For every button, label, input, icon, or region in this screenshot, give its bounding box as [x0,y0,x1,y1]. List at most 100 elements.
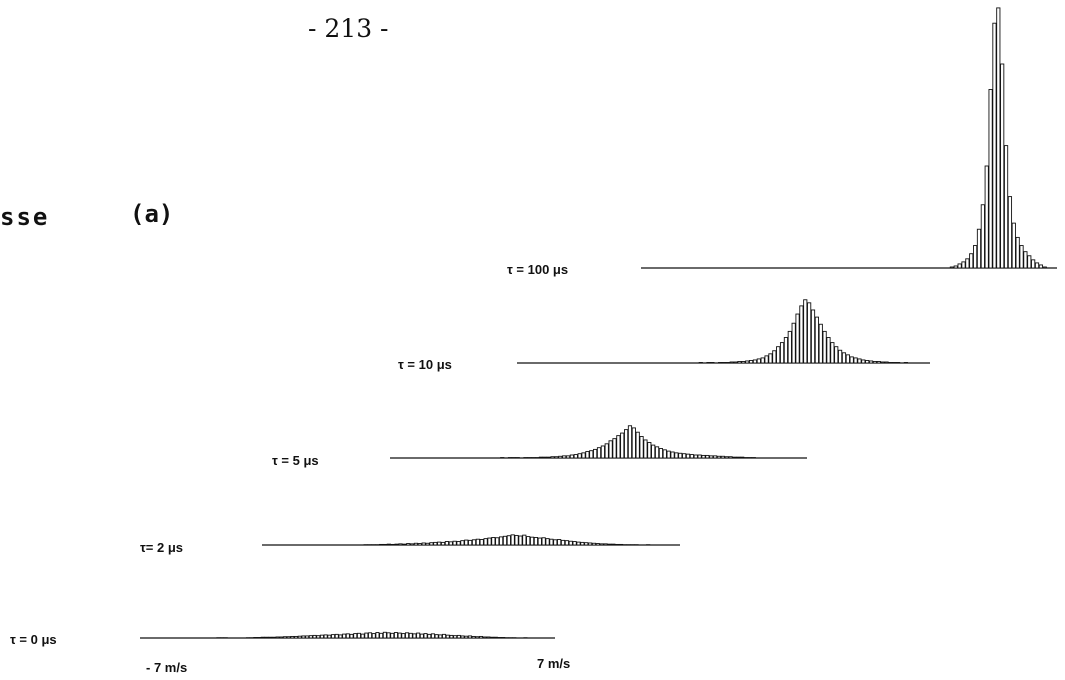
bar [264,636,269,639]
bar [595,543,600,546]
bar [876,361,881,364]
bar [417,543,422,546]
bar [1019,245,1024,269]
bar [749,360,754,364]
histogram-4: τ = 100 μs [507,7,1057,277]
bar [401,633,406,639]
bar [713,455,718,459]
bar [529,536,535,546]
bar [631,427,636,459]
bar [419,633,424,639]
bar [949,266,954,269]
bar [257,637,262,639]
bar [752,359,758,364]
bar [427,633,432,639]
bar [490,636,495,639]
bar [440,541,446,546]
bar [603,543,608,546]
bar [1003,145,1009,269]
bar [398,543,403,546]
bar [697,454,702,459]
bar [558,455,563,459]
bar [413,542,419,546]
bar [541,537,546,546]
bar [356,632,361,639]
series-label-3: τ = 10 μs [398,357,452,372]
bar [482,636,487,639]
bar [397,632,402,639]
bar [724,456,729,459]
bar [331,634,336,639]
bar [499,536,504,546]
bar [1015,236,1020,269]
bar [305,635,310,639]
bar [718,362,723,364]
bar [620,432,625,459]
bar [353,633,358,639]
bar [382,543,388,546]
bar [364,632,369,639]
bar [581,452,586,459]
bar [721,362,727,364]
bar [445,634,450,639]
bar [1000,63,1005,269]
bar [1031,259,1036,269]
bar [795,313,800,364]
bar [434,634,439,639]
bar [608,440,613,459]
bar [438,634,443,639]
bar [810,309,816,364]
bar [425,542,430,546]
bar [612,438,617,459]
bar [275,636,280,639]
bar [892,362,897,364]
xtick-label-min: - 7 m/s [146,660,187,675]
bar [349,633,354,639]
bar [479,635,484,639]
bar [737,361,742,364]
bar [342,633,347,639]
bar [564,540,569,546]
bar [576,541,581,546]
bar [596,447,602,459]
bar [783,337,789,364]
bar [627,425,633,459]
bar [745,360,750,364]
bar [460,540,465,546]
bar [698,362,703,364]
bar [756,358,761,364]
bar [319,634,324,639]
bar [442,633,447,639]
bar [502,535,508,546]
bar [467,635,472,639]
bar [701,454,706,459]
bar [585,451,590,459]
bar [553,539,558,546]
bar [984,165,989,269]
bar [294,635,299,639]
bar [705,454,710,459]
bar [799,305,804,364]
bar [1038,264,1043,269]
bar [449,634,454,639]
bar [685,453,691,459]
bar [865,360,870,364]
bar [635,431,640,459]
bar [408,632,413,639]
bar [282,636,287,639]
bar [957,263,962,269]
bar [562,455,567,459]
bar [662,449,667,459]
bar [475,636,480,639]
bar [647,442,652,459]
bar [475,538,480,546]
bar [495,537,500,546]
bar [483,538,488,546]
bar [290,635,295,639]
bar [838,349,843,364]
bar [787,330,792,364]
bar [1027,255,1032,269]
bar [549,538,554,546]
bar [423,633,428,639]
bar [868,360,874,364]
